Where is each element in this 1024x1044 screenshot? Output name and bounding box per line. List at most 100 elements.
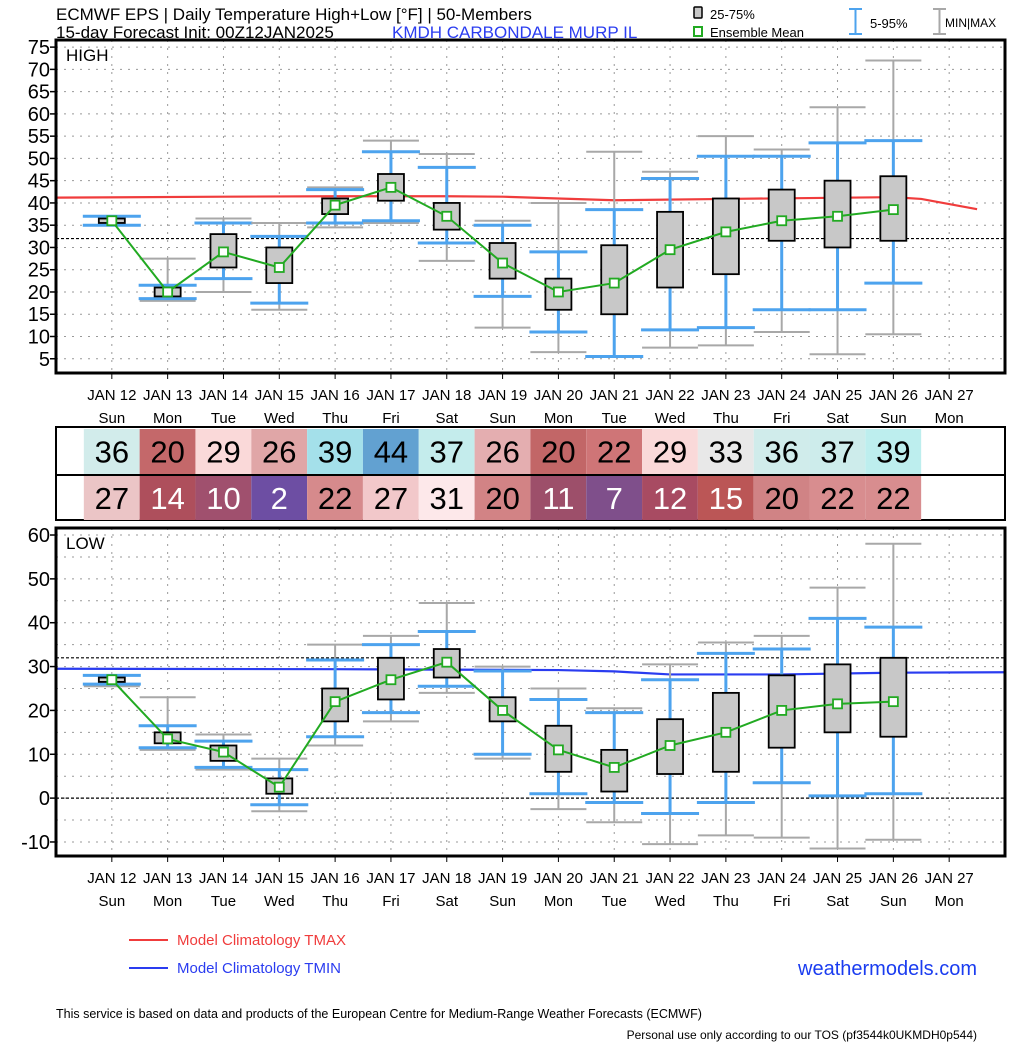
- x-date-label: JAN 13: [143, 387, 192, 404]
- x-day-label: Mon: [544, 410, 573, 427]
- brand-link: weathermodels.com: [797, 958, 977, 980]
- x-day-label: Wed: [655, 893, 686, 910]
- y-tick-label: 10: [28, 744, 50, 766]
- y-tick-label: 40: [28, 613, 50, 635]
- table-value-high: 36: [764, 435, 798, 470]
- mean-marker: [218, 246, 229, 258]
- x-day-label: Sun: [98, 893, 125, 910]
- x-day-label: Fri: [773, 893, 791, 910]
- table-cell-low: [195, 476, 252, 520]
- x-day-label: Sat: [826, 410, 849, 427]
- x-day-label: Tue: [211, 410, 236, 427]
- x-day-label: Sun: [489, 410, 516, 427]
- table-cell-high: [809, 429, 866, 474]
- legend-mean-icon: [693, 26, 703, 37]
- y-tick-label: 10: [28, 326, 50, 348]
- x-date-label: JAN 26: [869, 387, 918, 404]
- y-tick-label: 15: [28, 304, 50, 326]
- x-date-label: JAN 14: [199, 387, 248, 404]
- x-day-label: Sun: [98, 410, 125, 427]
- table-cell-high: [139, 429, 196, 474]
- x-date-label: JAN 27: [925, 870, 974, 887]
- x-day-label: Fri: [773, 410, 791, 427]
- y-tick-label: 45: [28, 171, 50, 193]
- climatology-line: [55, 667, 1006, 676]
- table-cell-low: [362, 476, 419, 520]
- panel-label: HIGH: [66, 46, 109, 65]
- x-day-label: Sat: [436, 893, 459, 910]
- tos-text: Personal use only according to our TOS (…: [627, 1028, 977, 1042]
- x-day-label: Mon: [935, 410, 964, 427]
- table-cell-high: [251, 429, 308, 474]
- y-tick-label: 55: [28, 126, 50, 148]
- table-value-high: 29: [206, 435, 240, 470]
- tmin-legend-label: Model Climatology TMIN: [177, 960, 341, 977]
- table-cell-low: [586, 476, 643, 520]
- x-date-label: JAN 16: [311, 387, 360, 404]
- table-cell-high: [753, 429, 810, 474]
- x-date-label: JAN 25: [813, 387, 862, 404]
- y-tick-label: 70: [28, 59, 50, 81]
- table-value-low: 12: [653, 481, 687, 516]
- x-date-label: JAN 18: [422, 870, 471, 887]
- iqr-box: [600, 244, 629, 316]
- legend-minmax-label: MIN|MAX: [945, 16, 996, 30]
- mean-marker: [608, 277, 620, 289]
- y-tick-label: 65: [28, 82, 50, 104]
- table-value-low: 27: [374, 481, 408, 516]
- legend-5-95-label: 5-95%: [870, 16, 908, 31]
- x-date-label: JAN 12: [87, 387, 136, 404]
- x-day-label: Mon: [153, 410, 182, 427]
- mean-marker: [162, 286, 174, 298]
- mean-marker: [329, 199, 341, 211]
- x-day-label: Wed: [655, 410, 686, 427]
- x-day-label: Wed: [264, 893, 295, 910]
- x-date-label: JAN 27: [925, 387, 974, 404]
- legend-mean-label: Ensemble Mean: [710, 25, 804, 40]
- table-cell-low: [530, 476, 587, 520]
- table-cell-high: [865, 429, 922, 474]
- tmax-legend-label: Model Climatology TMAX: [177, 932, 346, 949]
- forecast-init: 15-day Forecast Init: 00Z12JAN2025: [56, 23, 334, 42]
- y-tick-label: 30: [28, 657, 50, 679]
- table-value-high: 26: [485, 435, 519, 470]
- table-cell-high: [418, 429, 475, 474]
- y-tick-label: 20: [28, 282, 50, 304]
- x-day-label: Sun: [880, 410, 907, 427]
- mean-marker: [385, 674, 397, 686]
- x-day-label: Tue: [211, 893, 236, 910]
- y-tick-label: 60: [28, 525, 50, 547]
- table-value-high: 37: [820, 435, 854, 470]
- iqr-box: [488, 696, 517, 723]
- table-value-low: 20: [485, 481, 519, 516]
- table-cell-low: [251, 476, 308, 520]
- x-date-label: JAN 17: [366, 870, 415, 887]
- mean-marker: [441, 210, 453, 222]
- table-cell-high: [530, 429, 587, 474]
- mean-marker: [664, 740, 676, 751]
- table-value-low: 31: [430, 481, 464, 516]
- x-date-label: JAN 22: [645, 870, 694, 887]
- y-tick-label: -10: [21, 832, 50, 854]
- table-cell-high: [307, 429, 363, 474]
- mean-marker: [218, 746, 229, 758]
- plot-frame: [54, 38, 1007, 375]
- mean-marker: [664, 244, 676, 256]
- table-cell-low: [697, 476, 754, 520]
- table-cell-high: [474, 429, 531, 474]
- x-day-label: Tue: [602, 893, 627, 910]
- mean-marker: [497, 705, 508, 716]
- table-value-high: 29: [653, 435, 687, 470]
- y-tick-label: 0: [39, 788, 50, 810]
- x-day-label: Mon: [544, 893, 573, 910]
- iqr-box: [767, 188, 796, 242]
- table-value-low: 14: [150, 481, 184, 516]
- table-value-low: 20: [764, 481, 798, 516]
- table-cell-low: [809, 476, 866, 520]
- x-date-label: JAN 13: [143, 870, 192, 887]
- y-tick-label: 5: [39, 349, 50, 371]
- iqr-box: [432, 202, 461, 231]
- mean-marker: [720, 226, 732, 238]
- x-day-label: Thu: [322, 893, 348, 910]
